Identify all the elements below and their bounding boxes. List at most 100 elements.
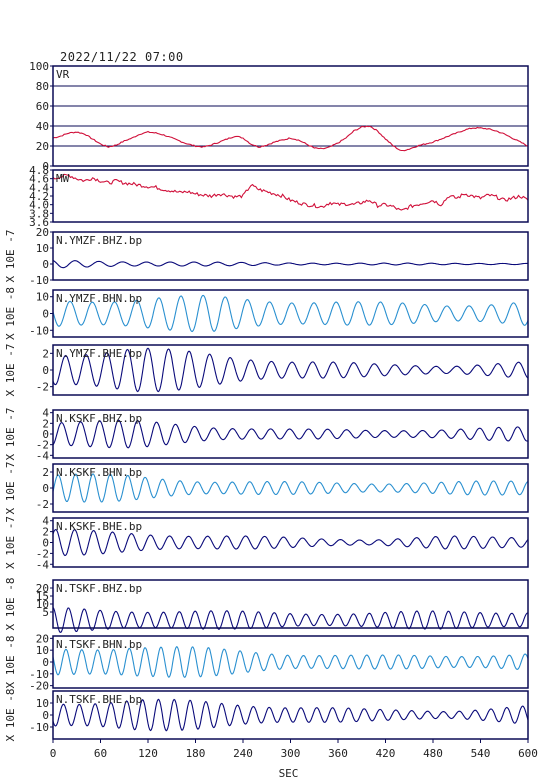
y-axis-label: X 10E -7 <box>4 516 17 569</box>
panel-frame <box>52 289 529 338</box>
x-axis-label: SEC <box>279 767 299 780</box>
series-line <box>52 294 529 333</box>
x-tick-label: 540 <box>471 747 491 760</box>
x-tick-label: 120 <box>138 747 158 760</box>
panel-frame <box>52 517 529 568</box>
panel-frame <box>52 409 529 459</box>
y-tick-label: 4.2 <box>29 190 49 203</box>
y-tick-label: 20 <box>36 632 49 645</box>
y-axis-label: X 10E -8 <box>4 689 17 742</box>
y-tick-label: 10 <box>36 242 49 255</box>
series-label: N.YMZF.BHZ.bp <box>56 234 142 247</box>
series-label: N.KSKF.BHN.bp <box>56 466 142 479</box>
y-tick-label: 2 <box>42 466 49 479</box>
y-tick-label: -4 <box>36 449 50 462</box>
y-tick-label: -2 <box>36 547 49 560</box>
series-line <box>52 607 528 633</box>
x-tick-label: 0 <box>50 747 57 760</box>
series-label: N.TSKF.BHN.bp <box>56 638 142 651</box>
y-tick-label: 0 <box>42 308 49 321</box>
y-axis-label: X 10E -8 <box>4 287 17 340</box>
series-line <box>52 419 529 449</box>
series-label: VR <box>56 68 70 81</box>
y-tick-label: -4 <box>36 558 50 571</box>
y-tick-label: -10 <box>29 324 49 337</box>
panel-frame <box>52 231 529 281</box>
y-tick-label: 15 <box>36 590 49 603</box>
y-tick-label: 0 <box>42 428 49 441</box>
series-label: MW <box>56 172 70 185</box>
x-tick-label: 600 <box>518 747 538 760</box>
y-tick-label: 2 <box>42 417 49 430</box>
y-tick-label: 100 <box>29 60 49 73</box>
y-tick-label: 0 <box>42 364 49 377</box>
y-tick-label: 4.6 <box>29 173 49 186</box>
y-tick-label: 2 <box>42 347 49 360</box>
panel-frame <box>52 579 529 629</box>
series-line <box>52 528 529 557</box>
panel-frame <box>52 463 529 513</box>
y-tick-label: 20 <box>36 582 49 595</box>
y-tick-label: 10 <box>36 598 49 611</box>
x-tick-label: 300 <box>281 747 301 760</box>
y-tick-label: 40 <box>36 120 49 133</box>
panel-frame <box>52 635 529 689</box>
x-tick-label: 240 <box>233 747 253 760</box>
series-label: N.YMZF.BHE.bp <box>56 347 142 360</box>
y-tick-label: 10 <box>36 291 49 304</box>
series-label: N.TSKF.BHZ.bp <box>56 582 142 595</box>
series-line <box>52 173 529 211</box>
series-label: N.KSKF.BHE.bp <box>56 520 142 533</box>
y-tick-label: 5 <box>42 606 49 619</box>
y-tick-label: 4 <box>42 515 49 528</box>
y-tick-label: 20 <box>36 226 49 239</box>
y-tick-label: 3.6 <box>29 216 49 229</box>
y-tick-label: 60 <box>36 100 49 113</box>
series-line <box>52 473 529 503</box>
panel-frame <box>52 344 529 396</box>
y-tick-label: 4.0 <box>29 199 49 212</box>
series-label: N.TSKF.BHE.bp <box>56 693 142 706</box>
y-tick-label: 20 <box>36 140 49 153</box>
y-axis-label: X 10E -7 <box>4 344 17 397</box>
y-tick-label: 3.8 <box>29 207 49 220</box>
y-axis-label: X 10E -8 <box>4 578 17 631</box>
y-tick-label: -2 <box>36 498 49 511</box>
y-axis-label: X 10E -7 <box>4 462 17 515</box>
y-tick-label: 4 <box>42 407 49 420</box>
y-tick-label: 10 <box>36 697 49 710</box>
y-axis-label: X 10E -7 <box>4 408 17 461</box>
y-tick-label: 2 <box>42 526 49 539</box>
y-tick-label: 4.8 <box>29 164 49 177</box>
series-line <box>52 347 529 393</box>
y-tick-label: 10 <box>36 644 49 657</box>
y-tick-label: 80 <box>36 80 49 93</box>
x-tick-label: 180 <box>186 747 206 760</box>
y-tick-label: -10 <box>29 668 49 681</box>
y-tick-label: 4.4 <box>29 181 49 194</box>
x-tick-label: 360 <box>328 747 348 760</box>
series-line <box>52 125 529 152</box>
x-tick-label: 420 <box>376 747 396 760</box>
x-tick-label: 60 <box>94 747 107 760</box>
y-tick-label: 0 <box>42 258 49 271</box>
y-tick-label: 0 <box>42 709 49 722</box>
panel-frame <box>52 169 529 223</box>
series-line <box>52 259 528 269</box>
y-tick-label: -10 <box>29 274 49 287</box>
y-tick-label: -20 <box>29 680 49 693</box>
series-line <box>52 698 529 732</box>
y-tick-label: 0 <box>42 160 49 173</box>
series-line <box>52 646 529 678</box>
series-label: N.YMZF.BHN.bp <box>56 292 142 305</box>
x-tick-label: 480 <box>423 747 443 760</box>
y-tick-label: -10 <box>29 721 49 734</box>
y-tick-label: 0 <box>42 656 49 669</box>
y-tick-label: 0 <box>42 482 49 495</box>
panel-frame <box>52 65 529 167</box>
timestamp-title: 2022/11/22 07:00 <box>60 50 184 64</box>
y-axis-label: X 10E -8 <box>4 636 17 689</box>
y-tick-label: 0 <box>42 537 49 550</box>
series-label: N.KSKF.BHZ.bp <box>56 412 142 425</box>
